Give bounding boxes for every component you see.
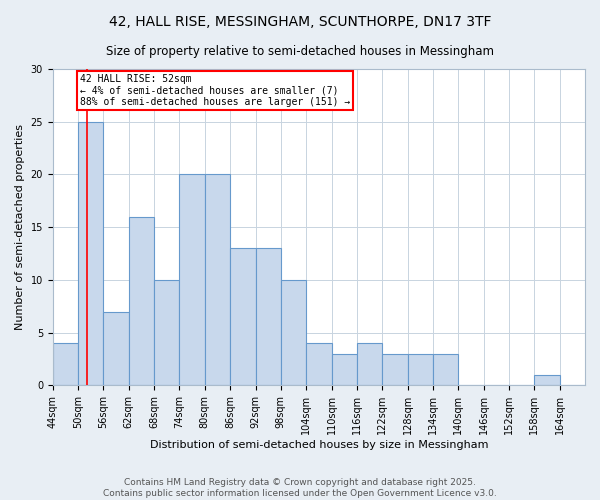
Text: 42, HALL RISE, MESSINGHAM, SCUNTHORPE, DN17 3TF: 42, HALL RISE, MESSINGHAM, SCUNTHORPE, D… [109, 15, 491, 29]
Bar [129, 216, 154, 386]
X-axis label: Distribution of semi-detached houses by size in Messingham: Distribution of semi-detached houses by … [149, 440, 488, 450]
Text: Contains HM Land Registry data © Crown copyright and database right 2025.
Contai: Contains HM Land Registry data © Crown c… [103, 478, 497, 498]
Bar [382, 354, 407, 386]
Bar [103, 312, 129, 386]
Text: 42 HALL RISE: 52sqm
← 4% of semi-detached houses are smaller (7)
88% of semi-det: 42 HALL RISE: 52sqm ← 4% of semi-detache… [80, 74, 350, 108]
Bar [281, 280, 306, 386]
Bar [205, 174, 230, 386]
Bar [230, 248, 256, 386]
Bar [535, 375, 560, 386]
Text: Size of property relative to semi-detached houses in Messingham: Size of property relative to semi-detach… [106, 45, 494, 58]
Bar [53, 343, 78, 386]
Bar [306, 343, 332, 386]
Bar [78, 122, 103, 386]
Bar [407, 354, 433, 386]
Bar [154, 280, 179, 386]
Bar [332, 354, 357, 386]
Y-axis label: Number of semi-detached properties: Number of semi-detached properties [15, 124, 25, 330]
Bar [179, 174, 205, 386]
Bar [357, 343, 382, 386]
Bar [433, 354, 458, 386]
Bar [256, 248, 281, 386]
